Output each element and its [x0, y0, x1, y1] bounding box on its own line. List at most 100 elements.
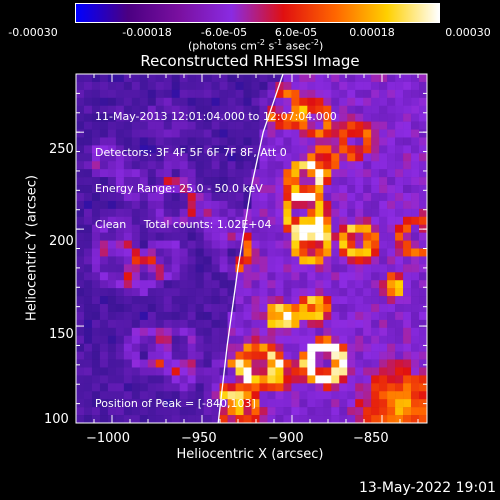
heatmap-cell [339, 113, 348, 122]
heatmap-cell [235, 208, 244, 218]
heatmap-cell [259, 200, 268, 210]
heatmap-cell [307, 81, 316, 91]
heatmap-cell [283, 216, 292, 225]
heatmap-cell [323, 153, 332, 162]
heatmap-cell [235, 153, 244, 162]
heatmap-cell [275, 272, 284, 281]
heatmap-cell [219, 415, 228, 423]
heatmap-cell [419, 105, 427, 114]
heatmap-cell [411, 280, 420, 289]
heatmap-cell [195, 113, 204, 122]
heatmap-cell [131, 288, 141, 297]
heatmap-cell [163, 216, 173, 225]
heatmap-cell [339, 304, 348, 313]
heatmap-cell [227, 280, 236, 289]
heatmap-cell [419, 415, 427, 423]
heatmap-cell [275, 415, 284, 423]
heatmap-cell [115, 311, 125, 321]
heatmap-cell [235, 216, 244, 225]
heatmap-cell [379, 89, 388, 99]
heatmap-cell [419, 169, 427, 178]
heatmap-cell [299, 208, 308, 218]
heatmap-cell [291, 296, 300, 305]
heatmap-cell [107, 367, 117, 376]
heatmap-cell [283, 415, 292, 423]
heatmap-cell [299, 367, 308, 376]
heatmap-cell [323, 375, 332, 384]
heatmap-cell [139, 351, 149, 360]
heatmap-cell [363, 383, 372, 392]
heatmap-cell [259, 391, 268, 400]
heatmap-cell [195, 375, 204, 384]
heatmap-cell [323, 272, 332, 281]
heatmap-cell [371, 407, 380, 416]
heatmap-cell [83, 169, 93, 178]
heatmap-cell [283, 351, 292, 360]
heatmap-cell [171, 319, 181, 329]
heatmap-cell [115, 129, 125, 138]
colorbar-tick-label: -6.0e-05 [200, 26, 248, 39]
heatmap-cell [107, 248, 117, 257]
heatmap-cell [123, 153, 133, 162]
heatmap-cell [187, 248, 196, 257]
heatmap-cell [307, 105, 316, 114]
y-tick-label: 150 [49, 327, 74, 342]
heatmap-cell [219, 343, 228, 352]
heatmap-cell [323, 224, 332, 233]
heatmap-cell [299, 415, 308, 423]
heatmap-cell [267, 232, 276, 241]
heatmap-cell [83, 359, 93, 368]
heatmap-cell [99, 407, 109, 416]
heatmap-cell [251, 375, 260, 384]
heatmap-cell [139, 105, 149, 114]
heatmap-cell [267, 185, 276, 194]
heatmap-cell [299, 304, 308, 313]
heatmap-cell [155, 113, 165, 122]
heatmap-cell [379, 216, 388, 225]
heatmap-cell [99, 272, 109, 281]
heatmap-cell [76, 296, 85, 305]
heatmap-cell [331, 240, 340, 249]
heatmap-cell [91, 391, 101, 400]
heatmap-cell [155, 81, 165, 91]
heatmap-cell [355, 319, 364, 329]
heatmap-cell [315, 280, 324, 289]
heatmap-cell [211, 97, 220, 107]
heatmap-cell [379, 256, 388, 265]
heatmap-cell [419, 153, 427, 162]
heatmap-cell [403, 399, 412, 408]
heatmap-cell [171, 383, 181, 392]
heatmap-cell [171, 169, 181, 178]
heatmap-cell [379, 161, 388, 170]
heatmap-cell [155, 97, 165, 107]
heatmap-cell [107, 351, 117, 360]
heatmap-cell [395, 137, 404, 146]
heatmap-cell [219, 74, 228, 83]
heatmap-cell [76, 129, 85, 138]
heatmap-cell [179, 240, 188, 249]
heatmap-cell [187, 327, 196, 337]
heatmap-cell [211, 248, 220, 257]
heatmap-cell [83, 240, 93, 249]
heatmap-cell [419, 335, 427, 344]
heatmap-cell [395, 415, 404, 423]
heatmap-cell [387, 280, 396, 289]
heatmap-cell [187, 161, 196, 170]
heatmap-cell [395, 256, 404, 265]
heatmap-cell [339, 121, 348, 130]
heatmap-cell [251, 256, 260, 265]
heatmap-cell [203, 256, 212, 265]
heatmap-cell [76, 177, 85, 186]
heatmap-cell [147, 311, 157, 321]
heatmap-cell [259, 240, 268, 249]
heatmap-cell [219, 153, 228, 162]
heatmap-cell [139, 200, 149, 210]
heatmap-cell [251, 248, 260, 257]
heatmap-cell [347, 192, 356, 202]
heatmap-cell [115, 89, 125, 99]
info-time-range: 11-May-2013 12:01:04.000 to 12:07:04.000 [95, 110, 337, 123]
heatmap-cell [307, 327, 316, 337]
heatmap-cell [419, 391, 427, 400]
heatmap-cell [363, 248, 372, 257]
heatmap-cell [91, 335, 101, 344]
